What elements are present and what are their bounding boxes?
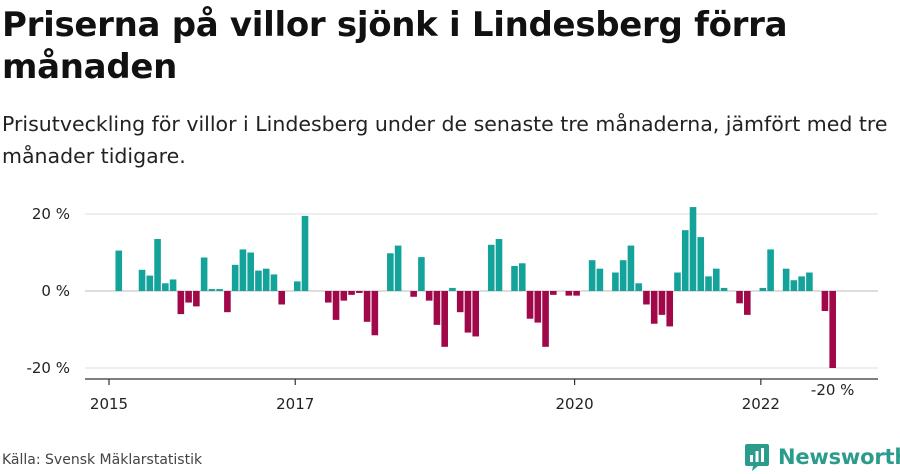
bar <box>185 291 192 303</box>
bar <box>612 272 619 291</box>
bar <box>293 281 301 292</box>
bar <box>449 287 456 291</box>
bar <box>169 279 177 291</box>
bar <box>472 291 480 337</box>
bar <box>146 275 154 291</box>
bar <box>782 268 790 291</box>
bar <box>720 287 728 291</box>
bar <box>596 268 604 291</box>
bar <box>239 249 247 291</box>
bar <box>208 289 216 291</box>
bar <box>658 291 666 315</box>
bar <box>666 291 674 327</box>
annotation: -20 % <box>811 381 855 399</box>
y-axis-labels: 20 % 0 % -20 % <box>26 205 70 377</box>
bar <box>224 291 231 313</box>
bar <box>278 291 286 305</box>
bar <box>301 215 309 291</box>
bar <box>635 283 642 291</box>
bar <box>216 289 223 291</box>
newsworthy-logo-icon <box>745 444 769 471</box>
bar <box>511 265 518 291</box>
bar <box>162 283 169 291</box>
bar <box>371 291 379 336</box>
brand-logo: Newsworthy <box>744 440 900 474</box>
bar <box>363 291 371 322</box>
bar <box>643 291 650 305</box>
chart-title: Priserna på villor sjönk i Lindesberg fö… <box>2 5 788 87</box>
bar <box>550 291 557 295</box>
bar <box>534 291 542 323</box>
x-tick-label: 2020 <box>556 395 594 413</box>
bar <box>138 269 146 291</box>
bar <box>441 291 448 347</box>
bar <box>193 291 200 307</box>
bar <box>410 291 417 297</box>
bar <box>619 260 627 291</box>
bar <box>767 249 774 291</box>
bars <box>115 207 836 368</box>
bar <box>177 291 185 315</box>
bar <box>674 272 681 291</box>
bar <box>231 264 239 291</box>
brand-name: Newsworthy <box>778 445 900 469</box>
bar <box>798 276 805 291</box>
bar <box>270 274 278 291</box>
bar <box>433 291 441 325</box>
bar <box>712 268 720 291</box>
bar <box>806 272 813 291</box>
bar-chart: 20 % 0 % -20 % 2015 2017 2020 2022 -20 % <box>26 205 878 413</box>
bar <box>255 270 262 291</box>
annotation-label: -20 % <box>811 381 855 399</box>
bar <box>200 257 208 291</box>
bar <box>759 287 767 291</box>
bar <box>526 291 534 319</box>
bar <box>324 291 332 303</box>
bar <box>588 260 596 291</box>
bar <box>247 252 254 291</box>
bar <box>790 280 798 291</box>
bar <box>154 239 161 291</box>
bar <box>115 250 123 291</box>
bar <box>821 291 829 312</box>
y-tick-label: 20 % <box>32 205 70 223</box>
bar <box>542 291 549 347</box>
y-tick-label: -20 % <box>26 359 70 377</box>
bar <box>332 291 340 320</box>
x-axis: 2015 2017 2020 2022 <box>85 378 878 413</box>
bar <box>736 291 743 304</box>
source-note: Källa: Svensk Mäklarstatistik <box>2 452 203 468</box>
bar <box>387 253 394 291</box>
bar <box>425 291 433 301</box>
bar <box>650 291 658 324</box>
bar <box>705 276 712 291</box>
bar <box>348 291 355 295</box>
bar <box>495 239 503 291</box>
bar <box>356 291 363 293</box>
bar <box>456 291 464 313</box>
x-tick-label: 2022 <box>742 395 780 413</box>
bar <box>681 230 689 291</box>
bar <box>829 291 836 368</box>
bar <box>573 291 580 296</box>
bar <box>518 263 526 291</box>
bar <box>627 245 635 291</box>
bar <box>744 291 751 315</box>
x-tick-label: 2015 <box>90 395 128 413</box>
y-tick-label: 0 % <box>41 282 70 300</box>
bar <box>464 291 472 333</box>
chart-subtitle: Prisutveckling för villor i Lindesberg u… <box>2 112 888 168</box>
bar <box>262 268 270 291</box>
bar <box>394 245 402 291</box>
bar <box>689 207 697 291</box>
bar <box>340 291 348 301</box>
x-tick-label: 2017 <box>276 395 314 413</box>
bar <box>418 257 425 291</box>
bar <box>565 291 573 296</box>
bar <box>697 237 705 291</box>
bar <box>487 244 495 291</box>
